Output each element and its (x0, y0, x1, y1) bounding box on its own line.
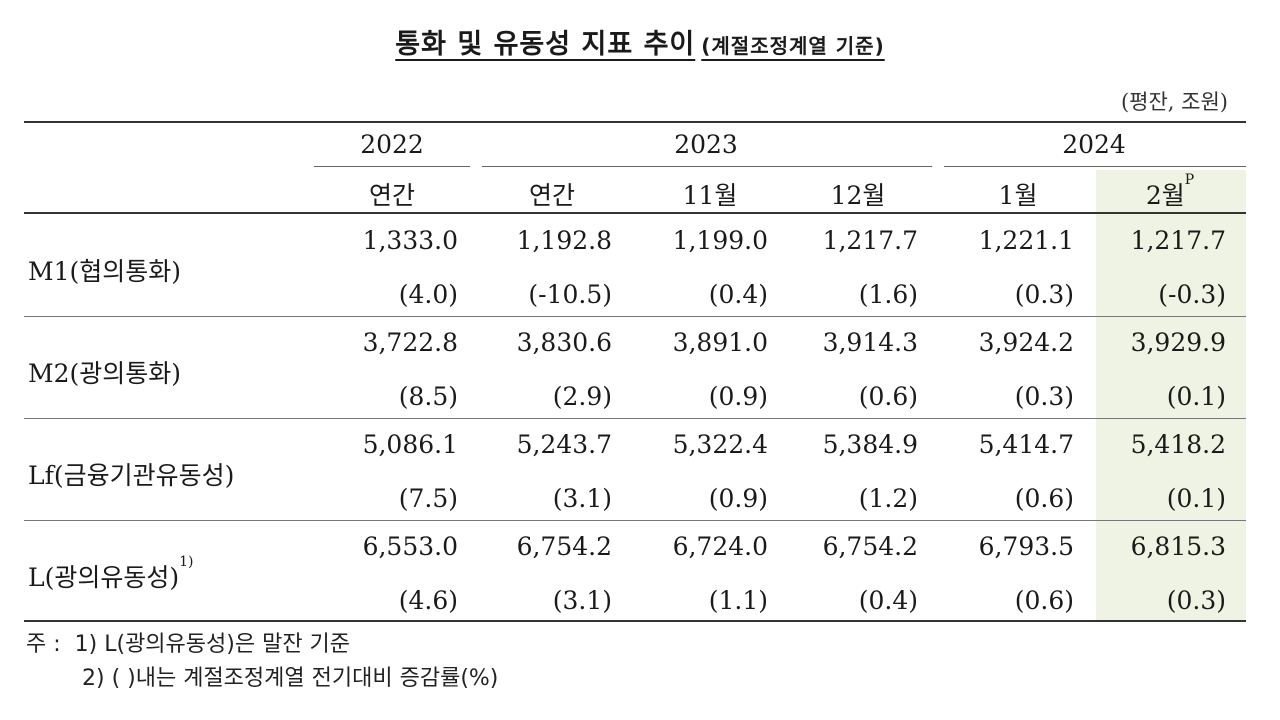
column-header: 연간 (528, 181, 576, 210)
column-header: 1월 (998, 181, 1038, 210)
change-cell: (0.9) (708, 484, 768, 513)
value-cell: 1,217.7 (1130, 226, 1226, 255)
value-cell: 3,891.0 (672, 328, 768, 357)
value-cell: 5,414.7 (978, 430, 1074, 459)
value-cell: 1,199.0 (672, 226, 768, 255)
value-cell: 3,929.9 (1130, 328, 1226, 357)
title-subtitle: (계절조정계열 기준) (701, 34, 885, 58)
change-cell: (2.9) (552, 382, 612, 411)
value-cell: 6,754.2 (516, 532, 612, 561)
value-cell: 3,914.3 (822, 328, 918, 357)
footnote-2: 2) ( )내는 계절조정계열 전기대비 증감률(%) (82, 666, 499, 691)
change-cell: (1.2) (858, 484, 918, 513)
change-cell: (1.1) (708, 586, 768, 615)
value-cell: 6,793.5 (978, 532, 1074, 561)
change-cell: (4.6) (398, 586, 458, 615)
value-cell: 6,553.0 (362, 532, 458, 561)
value-cell: 3,830.6 (516, 328, 612, 357)
year-header-2022: 2022 (360, 130, 424, 159)
latest-column-highlight (1096, 170, 1246, 620)
table-title: 통화 및 유동성 지표 추이 (계절조정계열 기준) (0, 22, 1280, 61)
change-cell: (0.3) (1014, 382, 1074, 411)
column-header: 12월 (830, 181, 886, 210)
change-cell: (0.3) (1014, 280, 1074, 309)
value-cell: 1,333.0 (362, 226, 458, 255)
notes-prefix: 주 : (26, 632, 61, 657)
row-label-text: L(광의유동성) (28, 563, 180, 592)
row-label-text: Lf(금융기관유동성) (28, 461, 235, 490)
table-top-rule (24, 121, 1246, 123)
change-cell: (0.6) (858, 382, 918, 411)
value-cell: 1,217.7 (822, 226, 918, 255)
change-cell: (0.4) (708, 280, 768, 309)
footnote-mark: 1) (179, 554, 194, 570)
change-cell: (0.1) (1166, 484, 1226, 513)
value-cell: 5,243.7 (516, 430, 612, 459)
row-label-text: M1(협의통화) (28, 257, 182, 286)
change-cell: (1.6) (858, 280, 918, 309)
column-header-latest: 2월P (1145, 172, 1194, 212)
change-cell: (0.6) (1014, 586, 1074, 615)
value-cell: 1,192.8 (516, 226, 612, 255)
row-divider (24, 316, 1246, 317)
value-cell: 5,418.2 (1130, 430, 1226, 459)
value-cell: 5,322.4 (672, 430, 768, 459)
change-cell: (-0.3) (1158, 280, 1226, 309)
footnote-1: 1) L(광의유동성)은 말잔 기준 (74, 632, 351, 657)
header-bottom-rule (24, 212, 1246, 214)
value-cell: 3,722.8 (362, 328, 458, 357)
row-label: M2(광의통화) (28, 354, 181, 390)
unit-label: (평잔, 조원) (1120, 90, 1228, 114)
column-header-label: 2월 (1145, 181, 1185, 210)
change-cell: (3.1) (552, 586, 612, 615)
year-header-2024: 2024 (1062, 130, 1126, 159)
row-label: Lf(금융기관유동성) (28, 456, 234, 492)
row-label: M1(협의통화) (28, 252, 181, 288)
change-cell: (7.5) (398, 484, 458, 513)
row-label-text: M2(광의통화) (28, 359, 182, 388)
column-header: 11월 (682, 181, 738, 210)
row-divider (24, 520, 1246, 521)
title-main: 통화 및 유동성 지표 추이 (395, 29, 696, 60)
row-label: L(광의유동성)1) (28, 554, 193, 594)
year-span-line (314, 166, 470, 167)
table-bottom-rule (24, 620, 1246, 622)
change-cell: (8.5) (398, 382, 458, 411)
change-cell: (-10.5) (528, 280, 612, 309)
row-divider (24, 418, 1246, 419)
change-cell: (4.0) (398, 280, 458, 309)
change-cell: (0.3) (1166, 586, 1226, 615)
change-cell: (0.4) (858, 586, 918, 615)
value-cell: 5,086.1 (362, 430, 458, 459)
change-cell: (3.1) (552, 484, 612, 513)
year-span-line (482, 166, 932, 167)
value-cell: 6,815.3 (1130, 532, 1226, 561)
value-cell: 1,221.1 (978, 226, 1074, 255)
change-cell: (0.6) (1014, 484, 1074, 513)
column-header: 연간 (368, 181, 416, 210)
footnotes: 주 : 1) L(광의유동성)은 말잔 기준 2) ( )내는 계절조정계열 전… (26, 628, 498, 696)
value-cell: 6,754.2 (822, 532, 918, 561)
change-cell: (0.1) (1166, 382, 1226, 411)
change-cell: (0.9) (708, 382, 768, 411)
preliminary-mark: P (1184, 172, 1195, 188)
value-cell: 6,724.0 (672, 532, 768, 561)
year-header-2023: 2023 (674, 130, 738, 159)
value-cell: 5,384.9 (822, 430, 918, 459)
year-span-line (944, 166, 1246, 167)
value-cell: 3,924.2 (978, 328, 1074, 357)
